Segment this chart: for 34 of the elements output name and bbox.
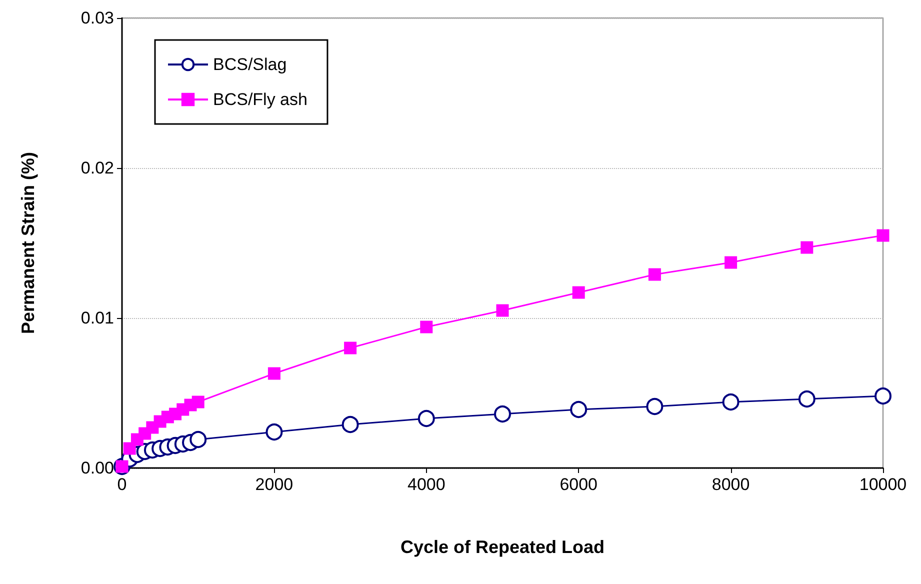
x-tick-label: 8000 [712, 475, 750, 494]
x-tick-label: 6000 [560, 475, 598, 494]
point [342, 416, 359, 433]
point [494, 406, 511, 422]
x-tick-label: 4000 [407, 475, 446, 494]
point [418, 410, 435, 427]
point [874, 388, 892, 404]
point [800, 241, 814, 254]
x-tick-label: 10000 [859, 475, 907, 494]
y-tick-label: 0.00 [80, 458, 114, 478]
point [646, 398, 664, 415]
point [190, 431, 207, 448]
point [570, 401, 588, 418]
point [876, 229, 890, 242]
point [268, 367, 280, 380]
point [192, 396, 204, 408]
y-tick-label: 0.01 [80, 308, 114, 328]
y-axis-title: Permanent Strain (%) [18, 152, 38, 334]
legend-label: BCS/Slag [213, 55, 287, 74]
point [496, 304, 509, 317]
x-tick-label: 0 [117, 475, 127, 494]
legend-label: BCS/Fly ash [213, 90, 308, 109]
x-axis-title: Cycle of Repeated Load [400, 537, 605, 557]
point [648, 268, 661, 281]
point [420, 320, 433, 334]
point [266, 424, 283, 440]
point [572, 286, 585, 299]
point [724, 256, 738, 269]
point [798, 390, 816, 408]
y-tick-label: 0.02 [80, 158, 114, 178]
point [722, 394, 740, 410]
point [344, 342, 357, 354]
y-tick-label: 0.03 [80, 8, 114, 28]
x-tick-label: 2000 [255, 475, 294, 494]
